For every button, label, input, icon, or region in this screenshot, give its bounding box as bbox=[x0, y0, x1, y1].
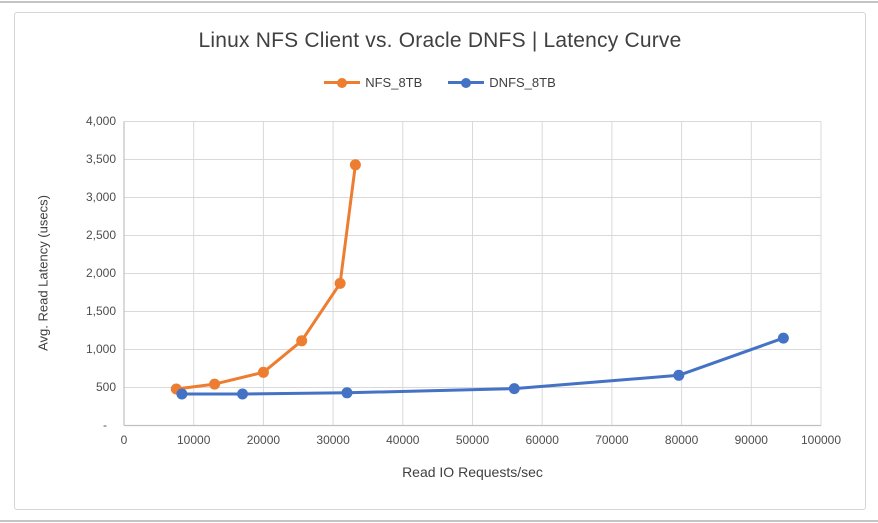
x-tick-label: 10000 bbox=[177, 433, 211, 447]
data-point-nfs-8tb bbox=[257, 366, 269, 378]
legend-label: NFS_8TB bbox=[365, 75, 423, 90]
page-rule-top bbox=[0, 1, 878, 3]
x-tick-label: 30000 bbox=[316, 433, 350, 447]
data-point-dnfs-8tb bbox=[176, 388, 188, 400]
x-tick-label: 100000 bbox=[800, 433, 842, 447]
chart-frame: Linux NFS Client vs. Oracle DNFS | Laten… bbox=[14, 12, 866, 510]
x-tick-label: 50000 bbox=[455, 433, 490, 447]
legend-item-dnfs-8tb: DNFS_8TB bbox=[448, 75, 556, 90]
y-tick-label: 2,500 bbox=[85, 228, 116, 242]
data-point-nfs-8tb bbox=[334, 277, 346, 289]
legend-item-nfs-8tb: NFS_8TB bbox=[324, 75, 422, 90]
x-tick-label: 60000 bbox=[525, 433, 559, 447]
data-point-nfs-8tb bbox=[209, 378, 221, 390]
x-tick-label: 20000 bbox=[246, 433, 281, 447]
data-point-dnfs-8tb bbox=[508, 383, 520, 395]
legend-dot-icon bbox=[461, 77, 472, 88]
y-tick-label: 1,500 bbox=[85, 304, 116, 318]
x-axis-title: Read IO Requests/sec bbox=[402, 464, 543, 480]
page-rule-bottom bbox=[0, 520, 878, 522]
data-point-dnfs-8tb bbox=[777, 332, 789, 344]
x-tick-label: 70000 bbox=[595, 433, 629, 447]
legend-label: DNFS_8TB bbox=[489, 75, 556, 90]
legend-dot-icon bbox=[337, 77, 348, 88]
series-line-dnfs-8tb bbox=[180, 336, 785, 396]
x-tick-label: 90000 bbox=[734, 433, 768, 447]
data-point-dnfs-8tb bbox=[341, 387, 353, 399]
y-tick-label: 1,000 bbox=[85, 342, 116, 356]
data-point-dnfs-8tb bbox=[237, 388, 248, 400]
plot-canvas bbox=[123, 121, 822, 427]
x-tick-label: 0 bbox=[120, 433, 128, 447]
chart-title: Linux NFS Client vs. Oracle DNFS | Laten… bbox=[198, 29, 682, 52]
data-point-nfs-8tb bbox=[296, 335, 308, 347]
series-line-nfs-8tb bbox=[174, 163, 357, 391]
x-tick-label: 40000 bbox=[386, 433, 420, 447]
data-point-nfs-8tb bbox=[349, 159, 361, 171]
y-tick-label: - bbox=[103, 418, 107, 432]
legend-marker-icon bbox=[448, 77, 485, 88]
y-tick-label: 500 bbox=[95, 380, 116, 394]
x-tick-label: 80000 bbox=[664, 433, 699, 447]
y-tick-label: 3,500 bbox=[85, 152, 116, 166]
legend-marker-icon bbox=[324, 77, 361, 88]
chart-legend: NFS_8TB DNFS_8TB bbox=[15, 75, 865, 90]
y-tick-label: 4,000 bbox=[85, 114, 116, 128]
plot-area: Read IO Requests/sec Avg. Read Latency (… bbox=[15, 13, 865, 509]
data-point-dnfs-8tb bbox=[673, 369, 685, 381]
y-tick-label: 2,000 bbox=[85, 266, 116, 280]
y-tick-label: 3,000 bbox=[85, 190, 116, 204]
